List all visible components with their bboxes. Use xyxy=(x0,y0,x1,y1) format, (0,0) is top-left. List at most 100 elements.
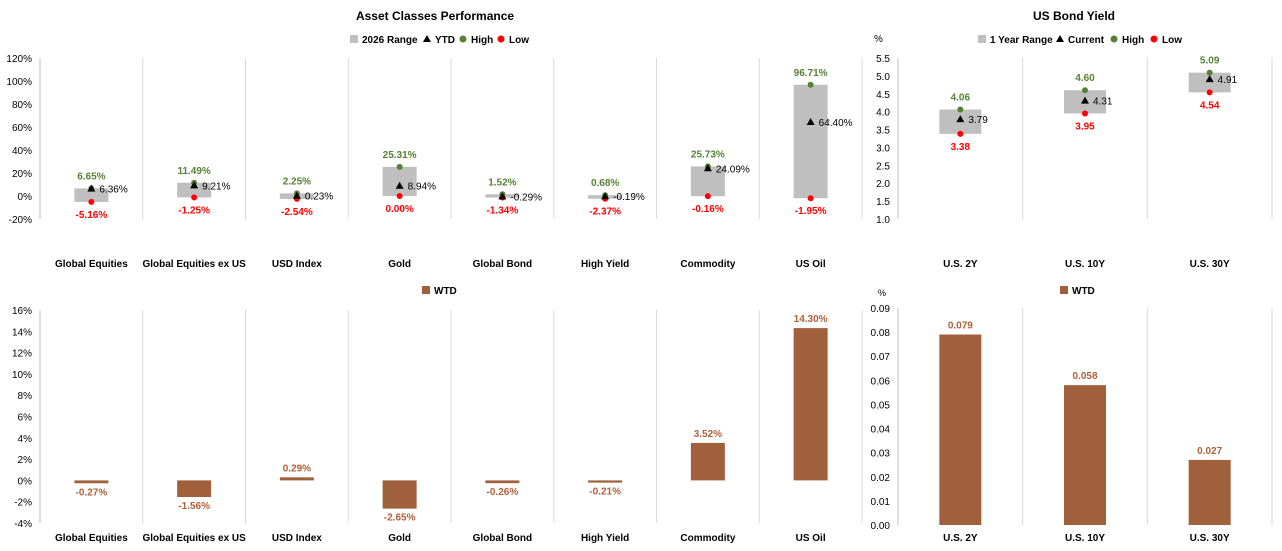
wtd-bar-global-equities xyxy=(74,480,109,484)
y-tick-label: 0.01 xyxy=(871,497,891,508)
low-value-label: -2.37% xyxy=(589,207,621,218)
legend-label-wtd: WTD xyxy=(434,286,457,297)
y-tick-label: 0.06 xyxy=(871,376,891,387)
y-tick-label: 12% xyxy=(12,349,32,360)
y-tick-label: 16% xyxy=(12,306,32,317)
wtd-value-label: 0.058 xyxy=(1072,371,1097,382)
low-marker-u-s-2y xyxy=(957,130,964,137)
high-value-label: 25.73% xyxy=(691,149,725,160)
high-value-label: 6.65% xyxy=(77,171,105,182)
legend-marker-current xyxy=(1056,35,1064,42)
y-tick-label: 2% xyxy=(18,455,33,466)
category-label-global-bond: Global Bond xyxy=(473,533,532,544)
y-tick-label: -2% xyxy=(14,498,32,509)
legend-label-wtd: WTD xyxy=(1072,286,1095,297)
category-label-commodity: Commodity xyxy=(680,533,735,544)
category-label-global-equities-ex-us: Global Equities ex US xyxy=(142,533,246,544)
legend-marker-high xyxy=(459,35,467,43)
wtd-value-label: 0.079 xyxy=(948,321,973,332)
y-tick-label: 0.05 xyxy=(871,400,891,411)
current-value-label: -0.19% xyxy=(613,192,645,203)
y-tick-label: 100% xyxy=(6,77,32,88)
wtd-value-label: -1.56% xyxy=(178,501,210,512)
y-tick-label: 40% xyxy=(12,146,32,157)
chart-legend: WTD xyxy=(1060,286,1095,297)
y-tick-label: -4% xyxy=(14,519,32,530)
current-value-label: 24.09% xyxy=(716,164,750,175)
us-bond-yield-chart: US Bond Yield % 1 Year Range Current High L… xyxy=(874,9,1273,270)
category-label-global-equities: Global Equities xyxy=(55,259,128,270)
category-label-high-yield: High Yield xyxy=(581,259,629,270)
y-tick-label: 20% xyxy=(12,169,32,180)
wtd-bar-u-s-2y xyxy=(939,334,982,525)
chart-title: Asset Classes Performance xyxy=(356,9,514,23)
current-value-label: 3.79 xyxy=(968,115,988,126)
chart-legend: 1 Year Range Current High Low xyxy=(978,35,1182,46)
low-value-label: 3.95 xyxy=(1075,121,1095,132)
wtd-bar-high-yield xyxy=(588,480,623,483)
legend-swatch-wtd xyxy=(1060,286,1068,294)
current-value-label: 8.94% xyxy=(408,182,436,193)
us-bond-yield-wtd-chart: % WTD 0.00 0.01 0.02 0.03 0.04 0.05 0.06 0.07 0.… xyxy=(871,286,1273,544)
y-tick-label: 0.07 xyxy=(871,352,891,363)
high-value-label: 0.68% xyxy=(591,178,619,189)
y-tick-label: -20% xyxy=(9,215,32,226)
y-tick-label: 5.5 xyxy=(876,54,890,65)
y-tick-label: 0.04 xyxy=(871,425,891,436)
y-tick-label: 6% xyxy=(18,413,33,424)
wtd-value-label: -2.65% xyxy=(384,513,416,524)
range-bar-gold xyxy=(382,166,417,196)
high-value-label: 5.09 xyxy=(1200,56,1220,67)
wtd-bar-us-oil xyxy=(793,328,828,481)
low-value-label: -1.34% xyxy=(487,206,519,217)
low-marker-gold xyxy=(396,193,403,199)
chart-title: US Bond Yield xyxy=(1033,9,1115,23)
y-axis-unit-label: % xyxy=(878,288,886,298)
wtd-value-label: -0.27% xyxy=(76,487,108,498)
wtd-bar-global-equities-ex-us xyxy=(177,480,212,498)
wtd-value-label: -0.21% xyxy=(589,487,621,498)
low-value-label: -1.95% xyxy=(795,206,827,217)
legend-marker-low xyxy=(497,35,505,43)
low-value-label: 0.00% xyxy=(385,204,413,215)
category-label-u-s-30y: U.S. 30Y xyxy=(1190,533,1230,544)
y-tick-label: 0.09 xyxy=(871,304,891,315)
y-tick-label: 5.0 xyxy=(876,72,890,83)
legend-label-low: Low xyxy=(1162,35,1182,46)
y-tick-label: 0.02 xyxy=(871,473,891,484)
legend-swatch-2026-range xyxy=(350,35,358,43)
y-tick-label: 60% xyxy=(12,123,32,134)
high-value-label: 1.52% xyxy=(488,177,516,188)
current-value-label: 6.36% xyxy=(99,185,127,196)
current-value-label: -0.29% xyxy=(510,192,542,203)
category-label-usd-index: USD Index xyxy=(272,259,322,270)
category-label-u-s-2y: U.S. 2Y xyxy=(943,259,978,270)
current-marker-u-s-10y xyxy=(1081,96,1089,104)
low-value-label: -0.16% xyxy=(692,204,724,215)
wtd-bar-commodity xyxy=(690,442,725,481)
chart-legend: WTD xyxy=(422,286,457,297)
category-label-global-bond: Global Bond xyxy=(473,259,532,270)
wtd-value-label: -0.26% xyxy=(487,487,519,498)
current-marker-us-oil xyxy=(806,117,815,125)
current-marker-u-s-2y xyxy=(956,115,965,123)
chart-legend: 2026 Range YTD High Low xyxy=(350,35,529,46)
current-marker-global-equities-ex-us xyxy=(190,181,199,189)
current-value-label: 4.91 xyxy=(1218,75,1238,86)
high-value-label: 25.31% xyxy=(383,150,417,161)
current-value-label: 9.21% xyxy=(202,181,230,192)
category-label-gold: Gold xyxy=(388,259,411,270)
high-value-label: 11.49% xyxy=(177,166,210,177)
low-marker-global-equities xyxy=(88,198,95,205)
wtd-value-label: 0.027 xyxy=(1197,446,1222,457)
legend-marker-ytd xyxy=(423,35,431,42)
high-marker-us-oil xyxy=(807,81,814,88)
wtd-value-label: 14.30% xyxy=(794,314,828,325)
current-marker-gold xyxy=(395,181,404,189)
legend-label-high: High xyxy=(1122,35,1144,46)
low-value-label: -5.16% xyxy=(76,210,108,221)
category-label-high-yield: High Yield xyxy=(581,533,629,544)
y-tick-label: 4.5 xyxy=(876,90,890,101)
asset-classes-wtd-chart: WTD -4% -2% 0% 2% 4% 6% 8% 10% 12% 14% 16% Global E… xyxy=(12,286,863,544)
